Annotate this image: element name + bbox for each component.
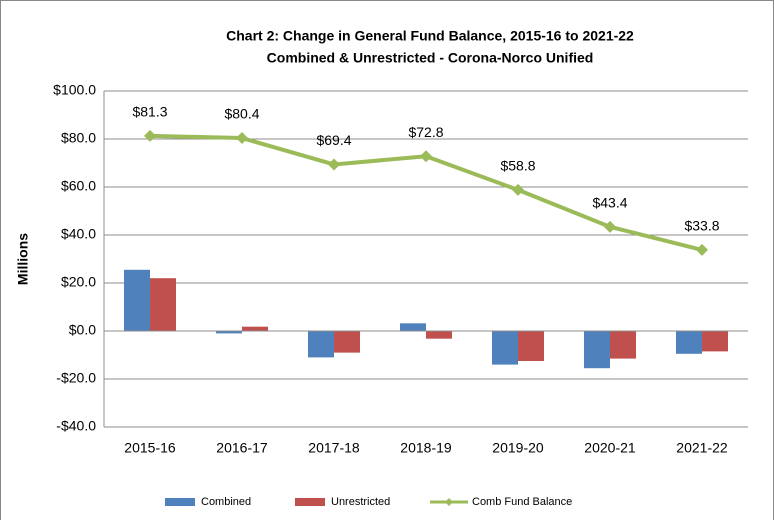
- y-tick-label: $60.0: [61, 178, 96, 194]
- bar: [400, 323, 426, 331]
- data-label: $33.8: [684, 218, 719, 234]
- bar: [518, 331, 544, 361]
- x-tick-label: 2018-19: [400, 440, 452, 456]
- line-marker: [144, 129, 156, 142]
- bar: [492, 331, 518, 365]
- line-marker: [696, 243, 708, 256]
- bar: [584, 331, 610, 369]
- y-tick-label: $0.0: [69, 322, 96, 338]
- bar: [676, 331, 702, 354]
- y-tick-label: $40.0: [61, 226, 96, 242]
- x-tick-label: 2021-22: [676, 440, 728, 456]
- chart-subtitle: Combined & Unrestricted - Corona-Norco U…: [267, 50, 594, 66]
- y-tick-label: -$40.0: [56, 418, 96, 434]
- chart-title: Chart 2: Change in General Fund Balance,…: [226, 28, 634, 44]
- line-marker: [236, 132, 248, 145]
- line-marker: [328, 158, 340, 171]
- bar: [426, 331, 452, 339]
- bar: [702, 331, 728, 352]
- x-tick-label: 2017-18: [308, 440, 360, 456]
- bar: [334, 331, 360, 353]
- y-axis-label: Millions: [15, 233, 31, 285]
- x-tick-label: 2019-20: [492, 440, 544, 456]
- y-tick-label: -$20.0: [56, 370, 96, 386]
- bar: [308, 331, 334, 358]
- line-marker: [604, 220, 616, 233]
- y-tick-label: $80.0: [61, 130, 96, 146]
- data-label: $72.8: [408, 124, 443, 140]
- y-tick-label: $20.0: [61, 274, 96, 290]
- data-label: $80.4: [224, 106, 259, 122]
- line-marker: [512, 183, 524, 196]
- legend-label: Comb Fund Balance: [472, 496, 572, 508]
- data-label: $69.4: [316, 132, 351, 148]
- bar: [610, 331, 636, 359]
- line-marker: [420, 150, 432, 163]
- legend-swatch: [295, 498, 325, 506]
- legend-marker: [445, 498, 453, 506]
- y-tick-label: $100.0: [53, 82, 96, 98]
- data-label: $81.3: [132, 104, 167, 120]
- legend-label: Combined: [201, 496, 251, 508]
- legend-swatch: [165, 498, 195, 506]
- legend-label: Unrestricted: [331, 496, 390, 508]
- bar: [124, 269, 150, 331]
- bar: [216, 331, 242, 334]
- data-label: $58.8: [500, 158, 535, 174]
- bar: [150, 278, 176, 331]
- x-tick-label: 2016-17: [216, 440, 268, 456]
- data-label: $43.4: [592, 195, 627, 211]
- bar: [242, 326, 268, 331]
- x-tick-label: 2015-16: [124, 440, 176, 456]
- x-tick-label: 2020-21: [584, 440, 636, 456]
